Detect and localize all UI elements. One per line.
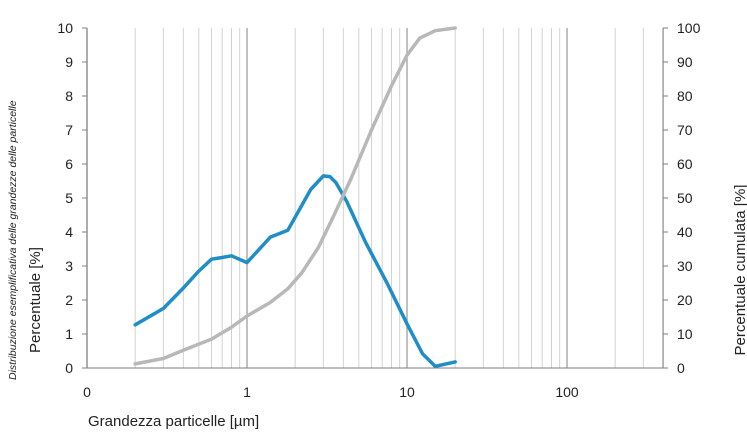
y2-tick-label: 80 bbox=[677, 88, 693, 104]
y-tick-label: 8 bbox=[65, 88, 73, 104]
series-layer bbox=[133, 26, 457, 369]
y-tick-label: 3 bbox=[65, 258, 73, 274]
percent-line bbox=[133, 174, 457, 369]
y2-tick-label: 50 bbox=[677, 190, 693, 206]
x-tick-label: 10 bbox=[399, 384, 415, 400]
y-tick-label: 2 bbox=[65, 292, 73, 308]
x-tick-label: 100 bbox=[555, 384, 579, 400]
y-tick-label: 4 bbox=[65, 224, 73, 240]
y-tick-label: 7 bbox=[65, 122, 73, 138]
y2-tick-label: 10 bbox=[677, 326, 693, 342]
y-tick-label: 5 bbox=[65, 190, 73, 206]
y-tick-label: 10 bbox=[57, 20, 73, 36]
grid-lines bbox=[86, 28, 664, 368]
x-tick-label: 1 bbox=[243, 384, 251, 400]
y-axis-title: Percentuale [%] bbox=[27, 247, 44, 353]
y2-tick-label: 90 bbox=[677, 54, 693, 70]
x-tick-label: 0 bbox=[83, 384, 91, 400]
y-tick-label: 9 bbox=[65, 54, 73, 70]
y-tick-label: 0 bbox=[65, 360, 73, 376]
plot-frame bbox=[82, 27, 668, 369]
y2-tick-label: 70 bbox=[677, 122, 693, 138]
y-tick-label: 6 bbox=[65, 156, 73, 172]
y2-tick-label: 20 bbox=[677, 292, 693, 308]
x-axis-title: Grandezza particelle [µm] bbox=[88, 413, 259, 430]
y2-axis-title: Percentuale cumulata [%] bbox=[732, 185, 747, 356]
side-note: Distribuzione esemplificativa delle gran… bbox=[7, 100, 19, 380]
y2-tick-label: 40 bbox=[677, 224, 693, 240]
y2-tick-label: 100 bbox=[677, 20, 701, 36]
y2-tick-label: 0 bbox=[677, 360, 685, 376]
y2-tick-label: 60 bbox=[677, 156, 693, 172]
cumulative-percent-line bbox=[133, 26, 457, 366]
y2-tick-label: 30 bbox=[677, 258, 693, 274]
y-tick-label: 1 bbox=[65, 326, 73, 342]
